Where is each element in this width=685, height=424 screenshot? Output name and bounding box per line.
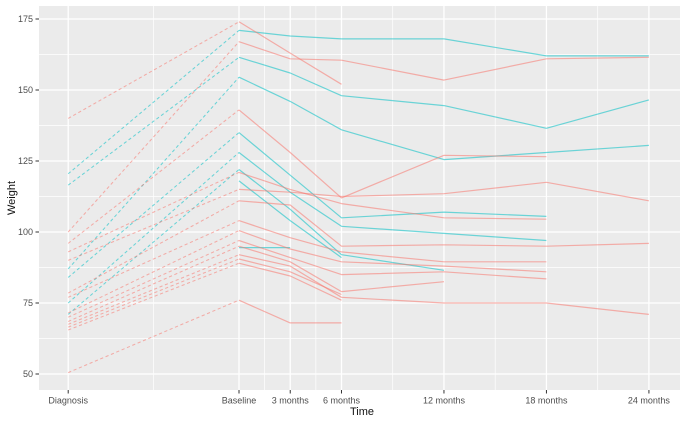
series-dashed-red-11 [68,254,240,325]
x-axis-title: Time [349,406,375,418]
x-tick-label: Baseline [222,396,257,406]
series-dashed-teal-4 [67,132,240,278]
y-tick-label: 150 [18,85,33,95]
series-dashed-red-10 [67,245,240,322]
series-solid-teal-3 [238,76,649,161]
series-dashed-red-13 [68,262,240,331]
y-tick-label: 125 [18,156,33,166]
series-dashed-red-9 [67,240,240,318]
series-solid-teal-7 [238,180,342,259]
series-solid-red-5 [238,181,650,202]
x-tick-label: 12 months [423,396,466,406]
series-dashed-red-1 [67,21,240,119]
series-dashed-red-4 [67,171,240,253]
x-tick-label: 18 months [525,396,568,406]
series-dashed-red-7 [67,220,240,298]
series-solid-red-12 [238,258,342,296]
series-dashed-teal-6 [67,169,240,315]
series-dashed-red-14 [67,299,240,374]
series-solid-red-14 [238,299,342,324]
series-solid-red-1 [238,21,342,85]
series-solid-teal-4 [238,132,547,219]
series-solid-red-3 [238,109,547,199]
x-tick-label: 6 months [323,396,361,406]
series-solid-teal-2 [238,56,650,129]
series-dashed-teal-1 [67,29,240,175]
series-solid-teal-5 [238,152,547,242]
series-dashed-red-8 [67,230,240,314]
y-tick-label: 75 [23,298,33,308]
series-solid-red-8 [238,230,547,273]
series-solid-red-10 [238,245,445,293]
y-tick-label: 100 [18,227,33,237]
x-tick-label: 24 months [628,396,671,406]
series-dashed-red-2 [67,41,240,233]
series-dashed-teal-3 [67,76,240,270]
series-solid-red-6 [238,200,649,247]
series-dashed-red-3 [67,109,240,244]
series-dashed-teal-5 [67,152,240,304]
series-dashed-red-12 [68,258,240,328]
series-solid-teal-6 [238,169,445,271]
x-tick-label: 3 months [272,396,310,406]
series-solid-red-4 [238,171,547,220]
series-solid-red-2 [238,41,649,81]
y-tick-label: 50 [23,369,33,379]
series-solid-red-11 [238,254,649,315]
series-dashed-teal-2 [67,56,240,186]
plot-panel [39,6,680,390]
series-solid-teal-1 [238,29,649,57]
series-solid-red-9 [238,239,547,280]
series-solid-red-7 [238,220,547,263]
y-axis-title: Weight [6,180,18,216]
x-tick-label: Diagnosis [48,396,88,406]
y-tick-label: 175 [18,14,33,24]
series-solid-red-13 [238,262,342,301]
series-dashed-red-5 [67,188,240,261]
